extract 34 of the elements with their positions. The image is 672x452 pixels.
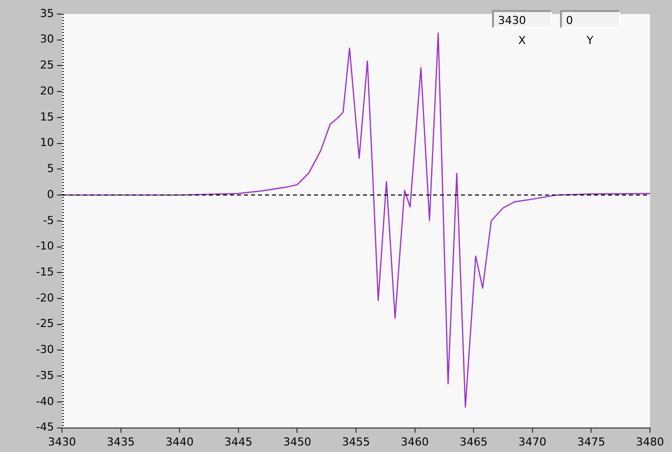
x-tick-label: 3470 [518, 435, 546, 448]
x-tick-label: 3445 [224, 435, 252, 448]
input-field: 3430 [492, 10, 552, 28]
y-tick-label: 20 [40, 84, 54, 98]
y-tick-label: 25 [40, 58, 54, 72]
input-field: 0 [560, 10, 620, 28]
y-tick-label: -20 [36, 291, 54, 304]
y-tick-label: -15 [36, 265, 54, 278]
x-tick-label: 3430 [48, 435, 76, 448]
annotation: Y [586, 34, 594, 47]
x-tick-label: 3475 [577, 435, 606, 448]
x-tick-label: 3480 [636, 435, 664, 448]
y-tick-label: 15 [40, 110, 54, 124]
x-tick-label: 3465 [460, 435, 488, 448]
y-tick-label: -25 [36, 317, 54, 330]
x-tick-label: 3460 [400, 435, 429, 448]
y-tick-label: 10 [40, 136, 54, 150]
x-tick-label: 3440 [166, 435, 194, 448]
x-tick-label: 3435 [106, 435, 135, 448]
y-tick-label: -40 [36, 394, 54, 408]
y-tick-label: -45 [36, 420, 54, 434]
y-tick-label: 0 [47, 188, 54, 201]
x-tick-label: 3455 [342, 435, 370, 448]
annotation: 3430 [498, 14, 526, 27]
y-tick-label: -5 [43, 214, 54, 227]
y-tick-label: -30 [36, 343, 54, 356]
y-tick-label: 35 [40, 6, 54, 20]
annotation: 0 [566, 14, 573, 27]
y-tick-label: 5 [47, 162, 54, 176]
y-tick-label: -10 [36, 240, 54, 253]
y-tick-label: 30 [40, 32, 54, 46]
y-tick-label: -35 [36, 368, 54, 382]
x-tick-label: 3450 [283, 435, 312, 448]
annotation: X [518, 34, 526, 47]
